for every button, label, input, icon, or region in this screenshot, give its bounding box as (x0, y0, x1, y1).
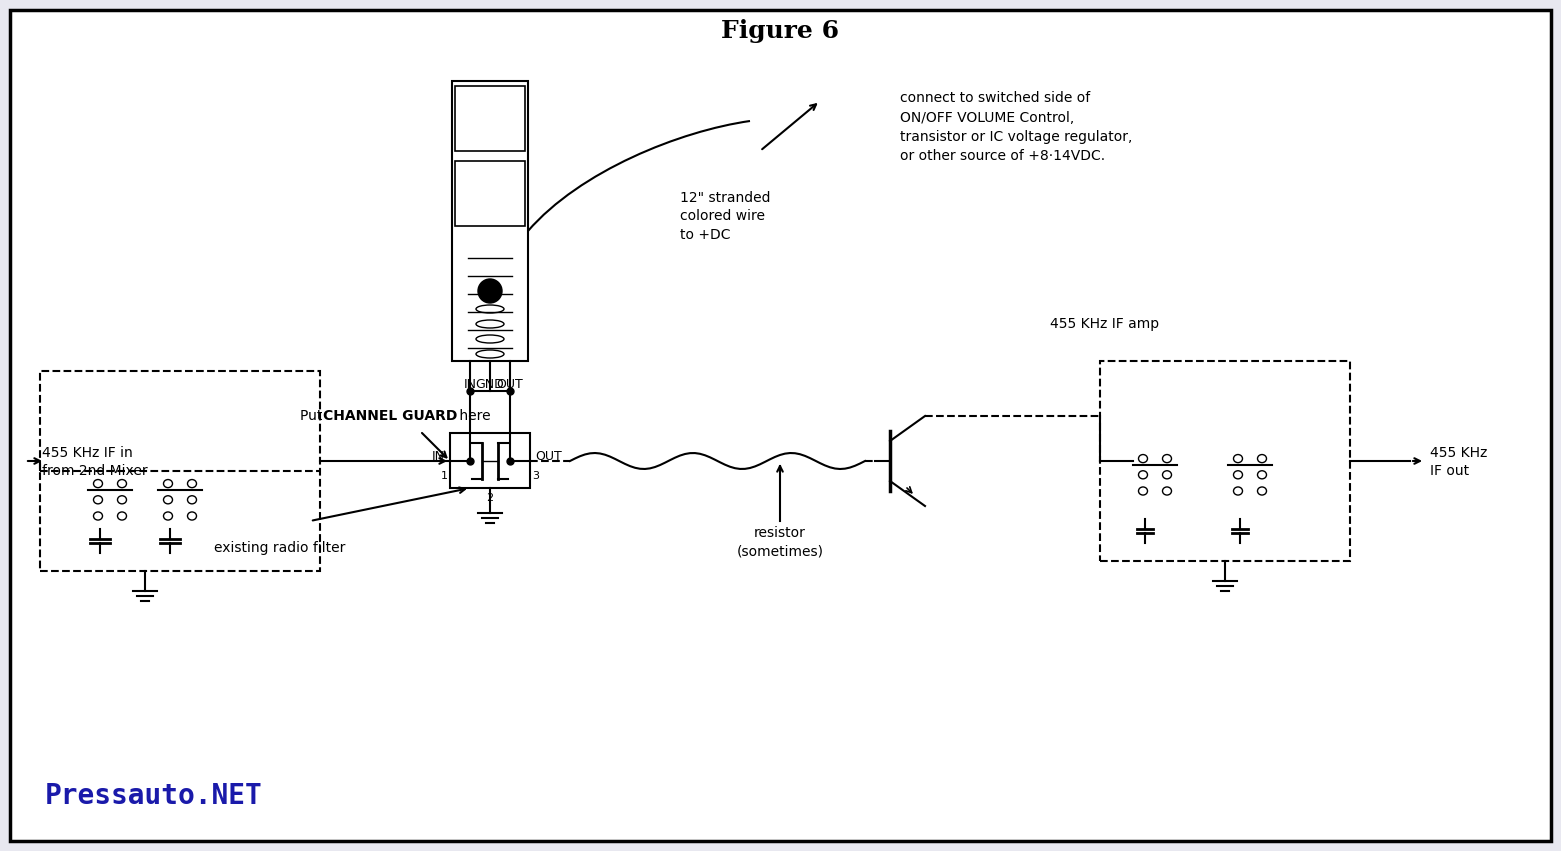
Ellipse shape (94, 496, 103, 504)
Ellipse shape (117, 496, 126, 504)
Ellipse shape (187, 480, 197, 488)
Ellipse shape (476, 305, 504, 313)
Circle shape (478, 279, 503, 303)
Text: GND: GND (476, 378, 504, 391)
Text: existing radio filter: existing radio filter (214, 541, 345, 555)
Ellipse shape (117, 512, 126, 520)
Text: IN: IN (464, 378, 476, 391)
Text: resistor
(sometimes): resistor (sometimes) (737, 526, 824, 558)
Ellipse shape (476, 350, 504, 358)
Text: 3: 3 (532, 471, 539, 481)
Text: 12" stranded
colored wire
to +DC: 12" stranded colored wire to +DC (681, 191, 771, 242)
Ellipse shape (94, 480, 103, 488)
Text: 455 KHz IF in
from 2nd Mixer: 455 KHz IF in from 2nd Mixer (42, 446, 148, 478)
Ellipse shape (187, 512, 197, 520)
Text: CHANNEL GUARD: CHANNEL GUARD (323, 409, 457, 423)
Text: 455 KHz IF amp: 455 KHz IF amp (1051, 317, 1160, 331)
Bar (453, 81, 528, 361)
Ellipse shape (1138, 454, 1147, 463)
Ellipse shape (1138, 471, 1147, 479)
Bar (454, 86, 524, 151)
Text: Figure 6: Figure 6 (721, 19, 838, 43)
Text: 1: 1 (442, 471, 448, 481)
Text: 455 KHz
IF out: 455 KHz IF out (1430, 446, 1488, 478)
Ellipse shape (1163, 454, 1171, 463)
Ellipse shape (1163, 487, 1171, 495)
Ellipse shape (164, 496, 173, 504)
Ellipse shape (164, 512, 173, 520)
Ellipse shape (1233, 471, 1243, 479)
Text: IN: IN (432, 449, 445, 462)
Ellipse shape (187, 496, 197, 504)
Ellipse shape (1258, 487, 1266, 495)
Ellipse shape (94, 512, 103, 520)
Text: 2: 2 (487, 493, 493, 503)
Text: here: here (454, 409, 490, 423)
Text: Put: Put (300, 409, 326, 423)
Ellipse shape (1233, 454, 1243, 463)
Text: Pressauto.NET: Pressauto.NET (45, 782, 262, 810)
Ellipse shape (1233, 487, 1243, 495)
Text: OUT: OUT (535, 449, 562, 462)
Bar (454, 161, 524, 226)
Bar (450, 433, 531, 488)
Text: OUT: OUT (496, 378, 523, 391)
Bar (1101, 361, 1350, 561)
Ellipse shape (476, 335, 504, 343)
Ellipse shape (1163, 471, 1171, 479)
Ellipse shape (164, 480, 173, 488)
Bar (41, 371, 320, 571)
Ellipse shape (1138, 487, 1147, 495)
Ellipse shape (476, 320, 504, 328)
Ellipse shape (1258, 471, 1266, 479)
Text: connect to switched side of
ON/OFF VOLUME Control,
transistor or IC voltage regu: connect to switched side of ON/OFF VOLUM… (901, 91, 1132, 163)
Ellipse shape (1258, 454, 1266, 463)
Ellipse shape (117, 480, 126, 488)
